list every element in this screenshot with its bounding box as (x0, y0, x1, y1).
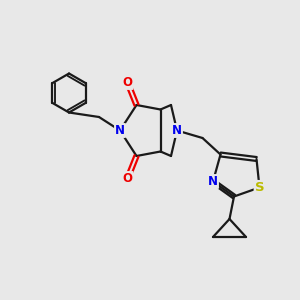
Text: O: O (122, 172, 133, 185)
Text: O: O (122, 76, 133, 89)
Text: N: N (172, 124, 182, 137)
Text: N: N (115, 124, 125, 137)
Text: S: S (255, 181, 264, 194)
Text: N: N (208, 175, 218, 188)
